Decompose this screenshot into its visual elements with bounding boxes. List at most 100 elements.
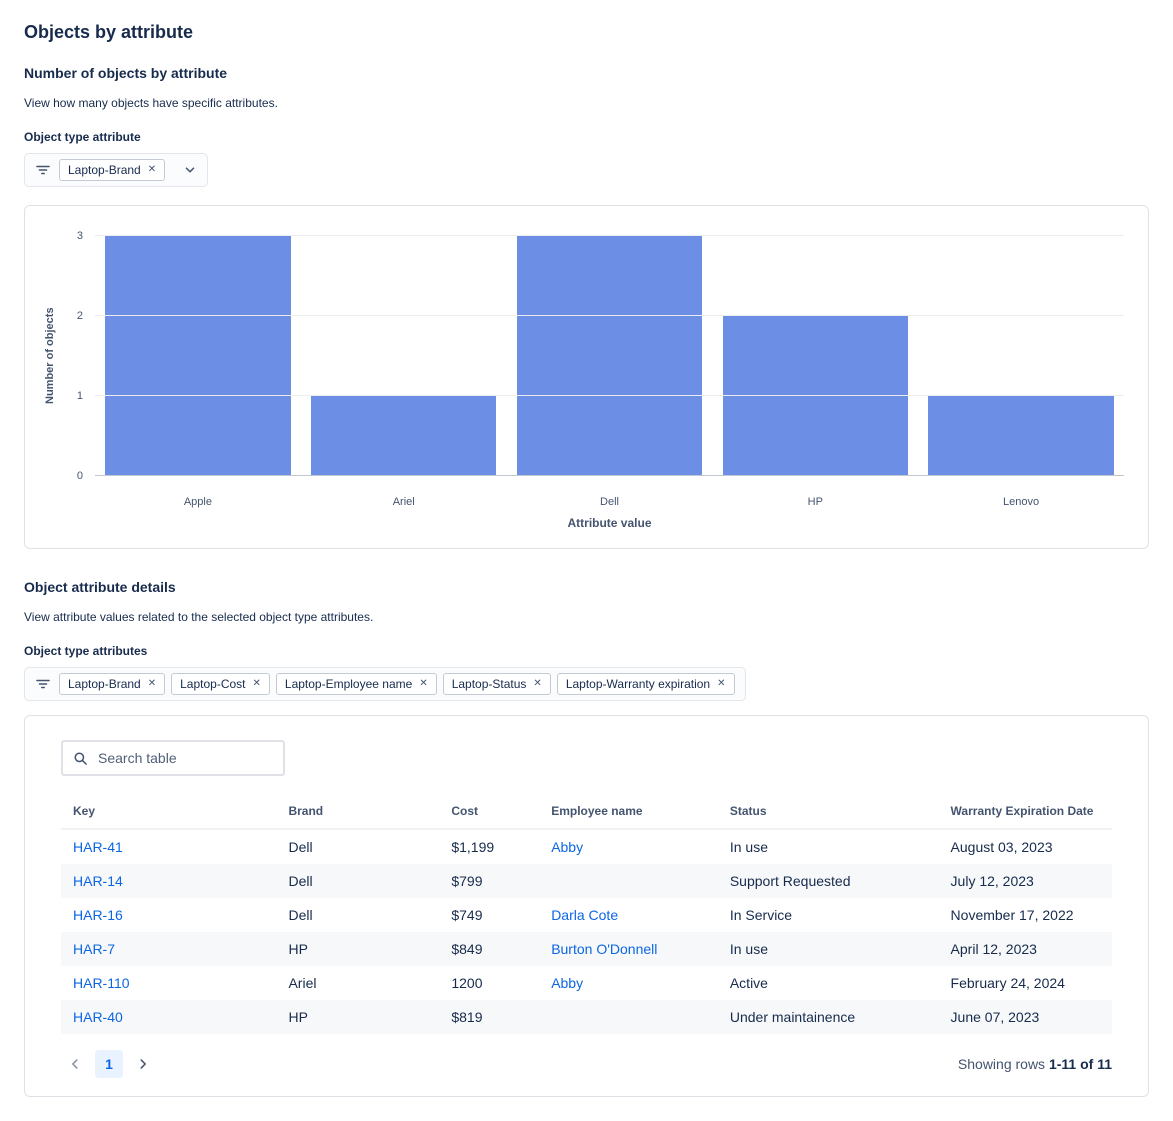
table-row: HAR-41 Dell $1,199 Abby In use August 03, 202…: [61, 829, 1112, 864]
page-title: Objects by attribute: [24, 22, 194, 42]
chart-plot: [95, 235, 1124, 476]
y-tick-label: 0: [76, 470, 83, 482]
warranty-cell: November 17, 2022: [950, 907, 1074, 923]
bar-band: [712, 236, 918, 476]
cost-cell: $819: [439, 1000, 540, 1034]
filter-icon: [35, 162, 51, 178]
warranty-cell: July 12, 2023: [938, 864, 1112, 898]
pager: 1: [61, 1050, 157, 1078]
details-section: Object attribute details View attribute …: [24, 579, 1149, 1097]
x-tick-label: Apple: [183, 496, 212, 508]
status-cell: Support Requested: [717, 864, 939, 898]
filter-chip-label: Laptop-Warranty expiration: [565, 677, 711, 691]
brand-cell: Dell: [276, 864, 440, 898]
chip-remove-icon[interactable]: ✕: [252, 678, 261, 689]
table-search: [61, 740, 285, 776]
cost-cell: $849: [439, 932, 540, 966]
key-link[interactable]: HAR-41: [73, 839, 123, 855]
warranty-cell: February 24, 2024: [950, 975, 1065, 991]
employee-cell: [539, 1000, 718, 1034]
bar-band: [95, 236, 301, 476]
key-link[interactable]: HAR-14: [73, 873, 123, 889]
table-row: HAR-7 HP $849 Burton O'Donnell In use April 1…: [61, 932, 1112, 966]
filter-chip[interactable]: Laptop-Brand ✕: [59, 159, 166, 181]
key-link[interactable]: HAR-110: [73, 975, 130, 991]
details-section-description: View attribute values related to the sel…: [24, 610, 374, 624]
bar-lenovo: [928, 396, 1114, 476]
gridline: [95, 475, 1124, 476]
column-header: Key: [61, 794, 277, 830]
bar-apple: [105, 236, 291, 476]
cost-cell: 1200: [451, 975, 483, 991]
attribute-details-table: Key Brand Cost Employee name Status Warranty …: [61, 794, 1112, 1034]
key-cell: HAR-40: [61, 1000, 277, 1034]
bar-chart: Number of objects 0 1 2 3 Apple Ariel Dell HP L…: [41, 230, 1124, 530]
column-header: Brand: [276, 794, 440, 830]
gridline: [95, 395, 1124, 397]
cost-cell: $1,199: [451, 839, 495, 855]
key-link[interactable]: HAR-40: [73, 1009, 123, 1025]
warranty-cell: June 07, 2023: [938, 1000, 1112, 1034]
y-tick-label: 2: [76, 309, 83, 322]
table-row: HAR-40 HP $819 Under maintainence June 07, 2…: [61, 1000, 1112, 1034]
next-page-button[interactable]: [129, 1050, 157, 1078]
brand-cell: HP: [276, 1000, 440, 1034]
pagination: 1 Showing rows 1-11 of 11: [61, 1050, 1112, 1078]
filter-chip[interactable]: Laptop-Employee name ✕: [275, 673, 437, 695]
chip-remove-icon[interactable]: ✕: [147, 678, 157, 689]
table-header-row: Key Brand Cost Employee name Status Warranty …: [61, 794, 1112, 830]
page-1-button[interactable]: 1: [95, 1050, 123, 1078]
brand-cell: Ariel: [288, 975, 317, 991]
filter-chip-label: Laptop-Cost: [180, 677, 246, 691]
employee-link[interactable]: Abby: [551, 839, 584, 855]
bar-band: [918, 236, 1124, 476]
employee-link[interactable]: Abby: [551, 975, 584, 991]
brand-cell: HP: [276, 932, 440, 966]
employee-cell: Abby: [539, 966, 718, 1000]
column-header: Cost: [439, 794, 540, 830]
chart-section-description: View how many objects have specific attr…: [24, 96, 278, 110]
key-cell: HAR-16: [61, 898, 276, 932]
x-tick-label: Ariel: [392, 496, 415, 508]
filter-chip[interactable]: Laptop-Status ✕: [442, 673, 551, 695]
y-axis-ticks: 0 1 2 3: [59, 230, 95, 482]
status-cell: Active: [729, 975, 768, 991]
search-input[interactable]: [96, 749, 273, 767]
details-section-heading: Object attribute details: [24, 579, 176, 595]
employee-link[interactable]: Burton O'Donnell: [551, 941, 658, 957]
chip-remove-icon[interactable]: ✕: [717, 678, 726, 689]
rows-summary-range: 1-11 of 11: [1048, 1056, 1112, 1072]
chip-remove-icon[interactable]: ✕: [147, 164, 157, 175]
brand-cell: Dell: [288, 839, 313, 855]
x-axis-label: Attribute value: [567, 516, 652, 530]
filter-chip[interactable]: Laptop-Cost ✕: [171, 673, 270, 695]
filter-chip-label: Laptop-Brand: [68, 163, 141, 177]
key-link[interactable]: HAR-7: [73, 941, 116, 957]
object-type-attributes-filter[interactable]: Laptop-Brand ✕ Laptop-Cost ✕ Laptop-Employee…: [24, 667, 746, 701]
filter-chip[interactable]: Laptop-Brand ✕: [59, 673, 166, 695]
employee-cell: Abby: [539, 829, 718, 864]
chart-filter-label: Object type attribute: [24, 130, 141, 144]
key-link[interactable]: HAR-16: [73, 907, 123, 923]
chevron-down-icon[interactable]: [183, 163, 197, 177]
column-header: Status: [717, 794, 939, 830]
chip-remove-icon[interactable]: ✕: [419, 678, 428, 689]
warranty-cell: August 03, 2023: [950, 839, 1053, 855]
chip-remove-icon[interactable]: ✕: [533, 678, 542, 689]
status-cell: Under maintainence: [717, 1000, 939, 1034]
rows-summary-prefix: Showing rows: [957, 1056, 1046, 1072]
details-filter-label: Object type attributes: [24, 644, 148, 658]
x-tick-label: HP: [807, 496, 823, 508]
key-cell: HAR-14: [61, 864, 277, 898]
employee-cell: Darla Cote: [539, 898, 718, 932]
gridline: [95, 315, 1124, 317]
chart-bars: [95, 236, 1124, 476]
employee-link[interactable]: Darla Cote: [551, 907, 619, 923]
object-type-attribute-filter[interactable]: Laptop-Brand ✕: [24, 153, 209, 187]
gridline: [95, 235, 1124, 236]
filter-chip[interactable]: Laptop-Warranty expiration ✕: [556, 673, 735, 695]
chevron-left-icon: [68, 1057, 82, 1071]
previous-page-button[interactable]: [61, 1050, 89, 1078]
table-row: HAR-110 Ariel 1200 Abby Active February 24, 2…: [61, 966, 1112, 1000]
